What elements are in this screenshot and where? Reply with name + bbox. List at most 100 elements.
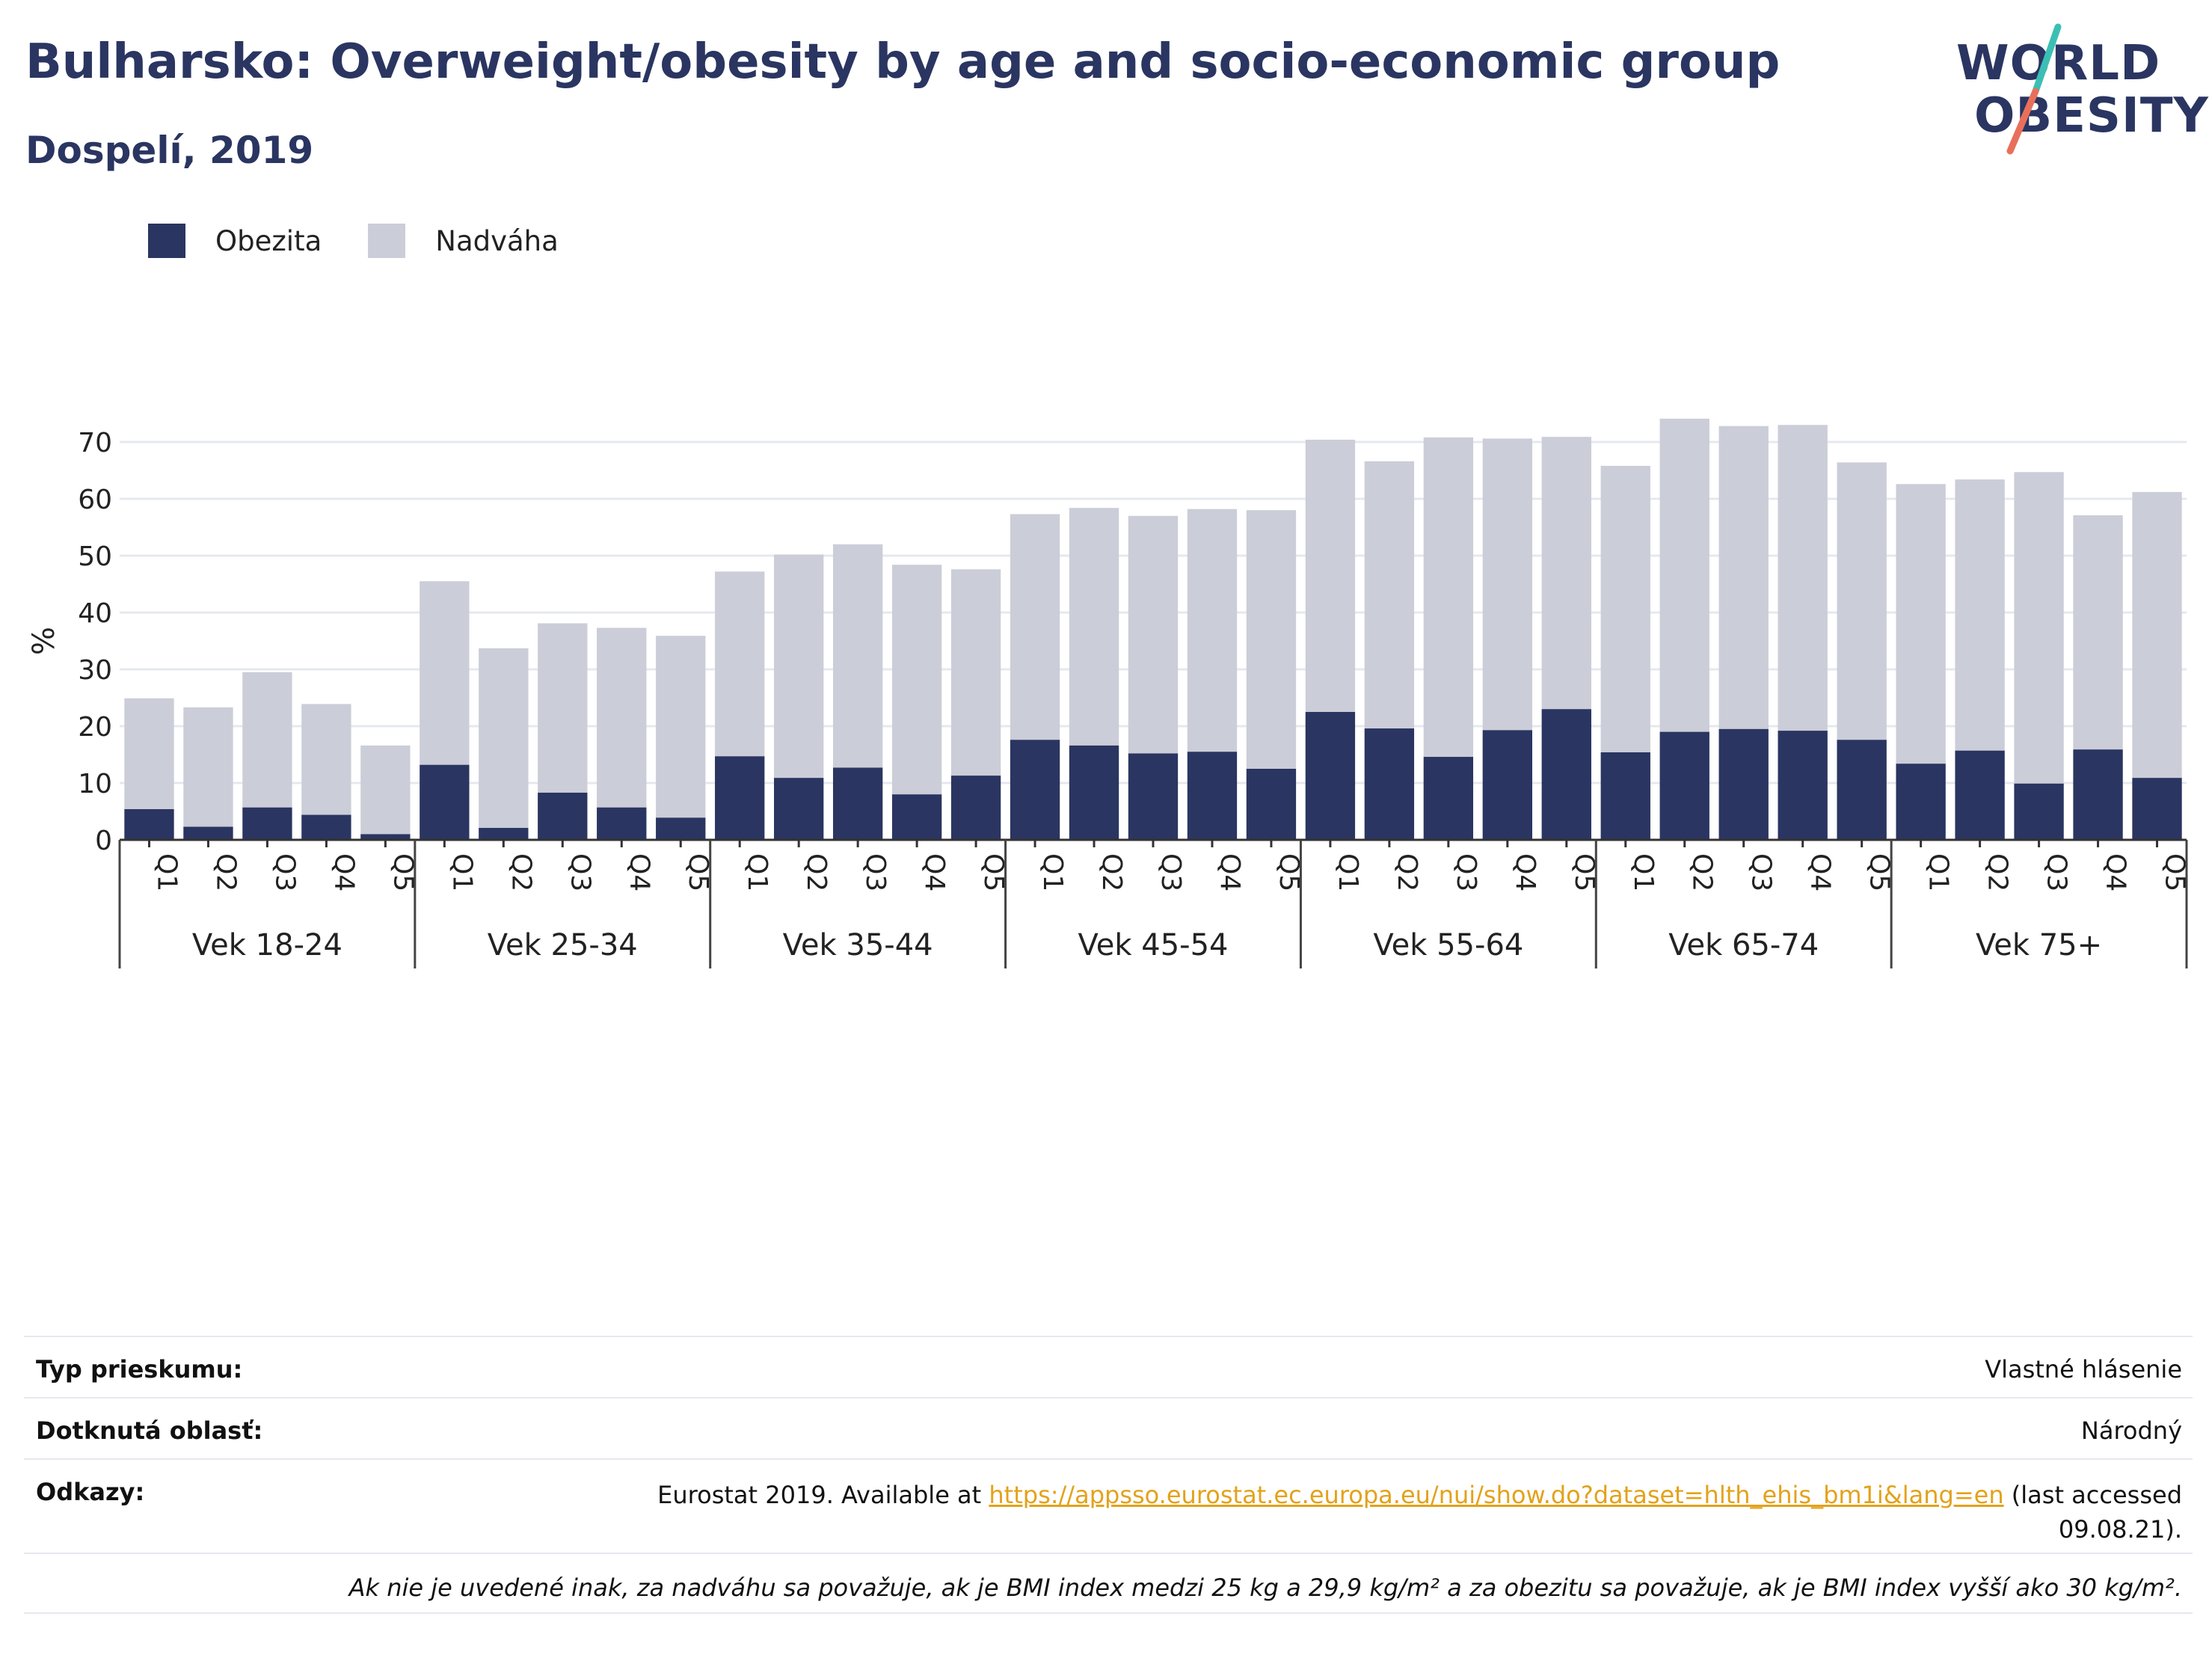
bar-overweight [1128,515,1179,754]
bar-overweight [1659,418,1709,732]
bar-obesity [1600,752,1650,840]
bar-obesity [183,826,233,840]
bar-obesity [891,794,942,840]
bar-overweight [1364,461,1415,729]
bar-obesity [1955,750,2005,840]
bar-obesity [950,776,1001,840]
group-label: Vek 35-44 [783,928,933,962]
y-axis-label: % [27,627,61,655]
bar-obesity [597,807,647,840]
y-tick-label: 20 [78,712,112,743]
references-prefix: Eurostat 2019. Available at [657,1481,989,1509]
x-tick-label: Q1 [742,853,772,891]
bar-overweight [183,707,233,827]
bar-overweight [832,544,883,768]
bar-obesity [1069,745,1119,840]
bar-overweight [1896,484,1946,764]
x-tick-label: Q5 [1274,853,1304,891]
bar-obesity [1246,769,1297,840]
bar-obesity [420,764,470,840]
x-tick-label: Q1 [1923,853,1954,891]
x-tick-label: Q3 [1746,853,1777,891]
bar-obesity [1187,752,1238,840]
x-tick-label: Q3 [565,853,595,891]
x-tick-label: Q2 [210,853,241,891]
references-value: Eurostat 2019. Available at https://apps… [657,1478,2182,1547]
bar-overweight [2073,515,2123,750]
area-value: Národný [2080,1416,2182,1445]
references-label: Odkazy: [36,1478,145,1506]
bar-overweight [1778,425,1828,731]
x-tick-label: Q4 [1510,853,1540,891]
legend: Obezita Nadváha [148,221,605,260]
legend-item-obesity[interactable]: Obezita [148,224,322,258]
group-label: Vek 18-24 [192,928,342,962]
x-tick-label: Q3 [2042,853,2072,891]
legend-label-overweight: Nadváha [435,224,559,257]
bar-overweight [420,581,470,765]
survey-type-value: Vlastné hlásenie [1985,1355,2182,1384]
bar-overweight [715,571,765,757]
bar-obesity [1364,728,1415,840]
bar-overweight [1718,426,1769,729]
x-tick-label: Q1 [1628,853,1659,891]
bar-overweight [774,554,824,779]
bar-obesity [774,778,824,840]
bar-overweight [1305,439,1356,712]
group-label: Vek 55-64 [1373,928,1523,962]
divider [24,1397,2193,1398]
bar-overweight [1955,479,2005,751]
bar-overweight [360,745,411,835]
legend-label-obesity: Obezita [215,224,322,257]
world-obesity-logo: WORLD OBESITY [1952,22,2208,157]
x-tick-label: Q5 [978,853,1009,891]
bar-overweight [1423,437,1474,758]
x-tick-label: Q5 [2160,853,2190,891]
chart-title: Bulharsko: Overweight/obesity by age and… [25,34,1781,90]
bar-overweight [538,623,588,793]
x-tick-label: Q2 [506,853,536,891]
bar-obesity [1482,730,1532,840]
x-tick-label: Q4 [328,853,359,891]
bar-overweight [950,569,1001,776]
survey-type-label: Typ prieskumu: [36,1355,243,1384]
x-tick-label: Q4 [919,853,950,891]
bar-obesity [832,767,883,840]
group-label: Vek 75+ [1976,928,2102,962]
bar-obesity [1010,740,1060,840]
bar-overweight [242,672,292,808]
x-tick-label: Q1 [1037,853,1068,891]
x-tick-label: Q4 [1805,853,1836,891]
bar-overweight [1600,465,1650,752]
bar-obesity [479,828,529,840]
bar-obesity [1896,764,1946,840]
x-tick-label: Q4 [1214,853,1245,891]
x-tick-label: Q3 [1155,853,1186,891]
bar-overweight [891,565,942,795]
references-link[interactable]: https://appsso.eurostat.ec.europa.eu/nui… [989,1481,2004,1509]
bar-obesity [538,792,588,840]
bar-obesity [2073,749,2123,840]
chart-subtitle: Dospelí, 2019 [25,129,314,172]
group-label: Vek 25-34 [488,928,638,962]
logo-line1: WORLD [1956,36,2161,91]
divider [24,1336,2193,1337]
bar-obesity [1305,712,1356,840]
definition-note: Ak nie je uvedené inak, za nadváhu sa po… [348,1573,2182,1602]
x-tick-label: Q1 [151,853,182,891]
bar-overweight [2014,472,2064,784]
bar-obesity [301,814,351,840]
legend-item-overweight[interactable]: Nadváha [368,224,559,258]
bar-chart: 0 10 20 30 40 50 60 70% Q1 Q2 Q3 Q4 Q5 Q1 Q2 Q3 Q4 Q5 Q1 Q2… [27,418,2190,968]
divider [24,1458,2193,1460]
bar-obesity [1837,740,1887,840]
bar-overweight [597,627,647,808]
bar-overweight [479,648,529,829]
x-tick-label: Q5 [683,853,713,891]
y-tick-label: 10 [78,769,112,799]
x-tick-label: Q5 [1864,853,1895,891]
x-tick-label: Q2 [1982,853,2013,891]
x-tick-label: Q5 [1569,853,1600,891]
bar-overweight [656,636,706,818]
bar-obesity [2014,783,2064,840]
